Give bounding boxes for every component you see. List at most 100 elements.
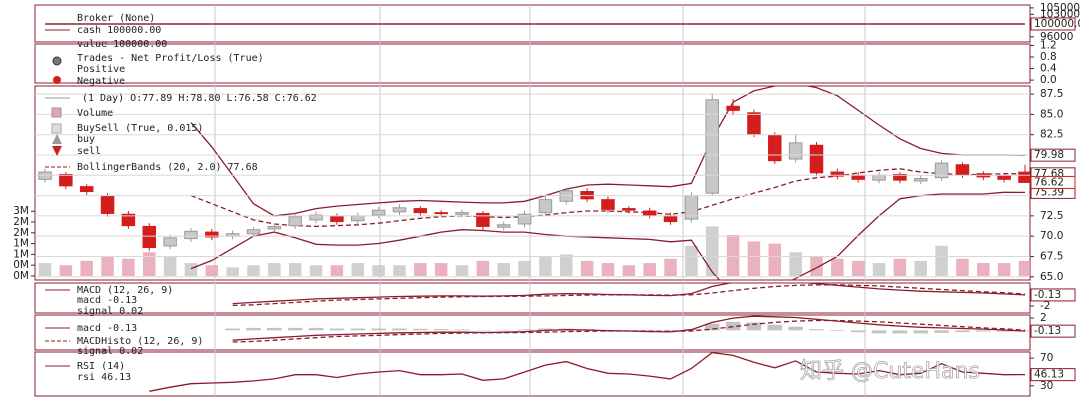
candle-body — [913, 178, 928, 182]
candle-body — [872, 174, 886, 181]
candle-body — [934, 162, 949, 179]
panel-frame — [34, 282, 1031, 314]
volume-bar — [38, 263, 52, 276]
candle-body — [330, 216, 344, 223]
candle-body — [184, 230, 198, 240]
candle-body — [59, 173, 73, 187]
legend-swatch — [52, 134, 62, 144]
candle-body — [538, 199, 553, 214]
value-box-label: 79.98 — [1034, 149, 1064, 161]
legend-entry: Positive — [77, 64, 125, 75]
series-line — [232, 319, 1026, 343]
y-tick-label: 1.2 — [1040, 39, 1057, 51]
candle-body — [663, 215, 678, 223]
volume-bar — [643, 263, 656, 276]
candle-body — [768, 135, 782, 162]
volume-bar — [476, 260, 490, 276]
y-tick-label: 96000 — [1040, 31, 1073, 43]
volume-tick-label: 1M — [13, 248, 29, 260]
candle-body — [79, 186, 94, 193]
volume-bar — [414, 263, 427, 276]
value-box-label: 76.62 — [1034, 176, 1064, 188]
volume-bar — [893, 258, 907, 276]
volume-bar — [747, 241, 761, 276]
candle-body — [100, 195, 115, 214]
candle-body — [726, 105, 740, 111]
candle-body — [288, 216, 302, 227]
volume-bar — [497, 263, 510, 276]
y-tick-label: 0.4 — [1040, 63, 1057, 75]
candle-body — [476, 212, 490, 227]
volume-bar — [726, 234, 740, 276]
volume-bar — [664, 258, 677, 276]
legends: Broker (None) cash 100000.00 value 10000… — [45, 13, 317, 383]
volume-bar — [914, 260, 927, 276]
y-tick-label: 82.5 — [1040, 129, 1063, 141]
series-line — [232, 315, 1026, 341]
candle-body — [809, 144, 824, 174]
histo-bar — [267, 327, 282, 331]
candle-body — [205, 231, 219, 238]
legend-title: MACD (12, 26, 9) — [77, 285, 173, 296]
legend-swatch — [52, 146, 62, 156]
candle-body — [496, 224, 511, 228]
histo-bar — [225, 328, 240, 331]
volume-bar — [372, 265, 385, 276]
histo-bar — [517, 329, 532, 331]
volume-bar — [101, 256, 114, 276]
histo-bar — [350, 328, 366, 331]
volume-bar — [226, 267, 239, 276]
candle-body — [601, 199, 615, 210]
y-tick-label: 0.8 — [1040, 51, 1057, 63]
candle-body — [121, 213, 136, 227]
candle-body — [705, 99, 719, 194]
volume-bar — [539, 256, 552, 276]
panel-frame — [34, 85, 1031, 281]
histo-bar — [329, 328, 345, 331]
volume-bar — [184, 263, 198, 276]
value-box — [1030, 368, 1076, 382]
value-box — [1030, 148, 1076, 162]
histo-bar — [934, 330, 949, 333]
histo-bar — [996, 330, 1012, 332]
volume-bar — [851, 260, 865, 276]
candle-body — [642, 210, 657, 216]
legend-entry: macd -0.13 — [77, 295, 137, 306]
panel — [232, 283, 1026, 307]
legend-entry: buy — [77, 134, 95, 145]
panel-frame — [34, 351, 1031, 397]
histo-bar — [955, 330, 970, 333]
volume-bar — [1018, 260, 1030, 276]
value-box — [1030, 175, 1076, 189]
candle-body — [434, 212, 448, 215]
volume-bar — [622, 265, 636, 276]
candle-body — [830, 171, 845, 177]
histo-bar — [538, 328, 553, 331]
volume-tick-label: 2M — [13, 227, 29, 239]
volume-bar — [768, 243, 782, 276]
histo-bar — [746, 322, 762, 331]
candle-body — [371, 209, 386, 216]
watermark: 知乎 @CuteHans — [800, 359, 980, 384]
candle-body — [622, 208, 636, 211]
y-tick-label: 105000 — [1040, 2, 1080, 14]
band-line — [190, 191, 1026, 280]
candle-body — [1018, 171, 1030, 183]
candle-body — [851, 174, 865, 180]
candle-body — [351, 215, 365, 222]
volume-bar — [601, 263, 615, 276]
candle-body — [893, 173, 907, 181]
volume-bar — [59, 265, 73, 276]
legend-entry: value 100000.00 — [77, 39, 167, 50]
volume-bar — [560, 254, 573, 276]
y-tick-label: 67.5 — [1040, 250, 1063, 262]
y-tick-label: 103000 — [1040, 8, 1080, 20]
volume-bar — [685, 245, 698, 276]
candle-body — [455, 212, 469, 215]
legend-entry: BuySell (True, 0.015) — [77, 123, 203, 134]
volume-bar — [122, 258, 135, 276]
volume-bar — [268, 263, 281, 276]
candle-body — [309, 214, 323, 221]
legend-swatch — [52, 56, 62, 66]
legend-entry: cash 100000.00 — [77, 25, 161, 36]
